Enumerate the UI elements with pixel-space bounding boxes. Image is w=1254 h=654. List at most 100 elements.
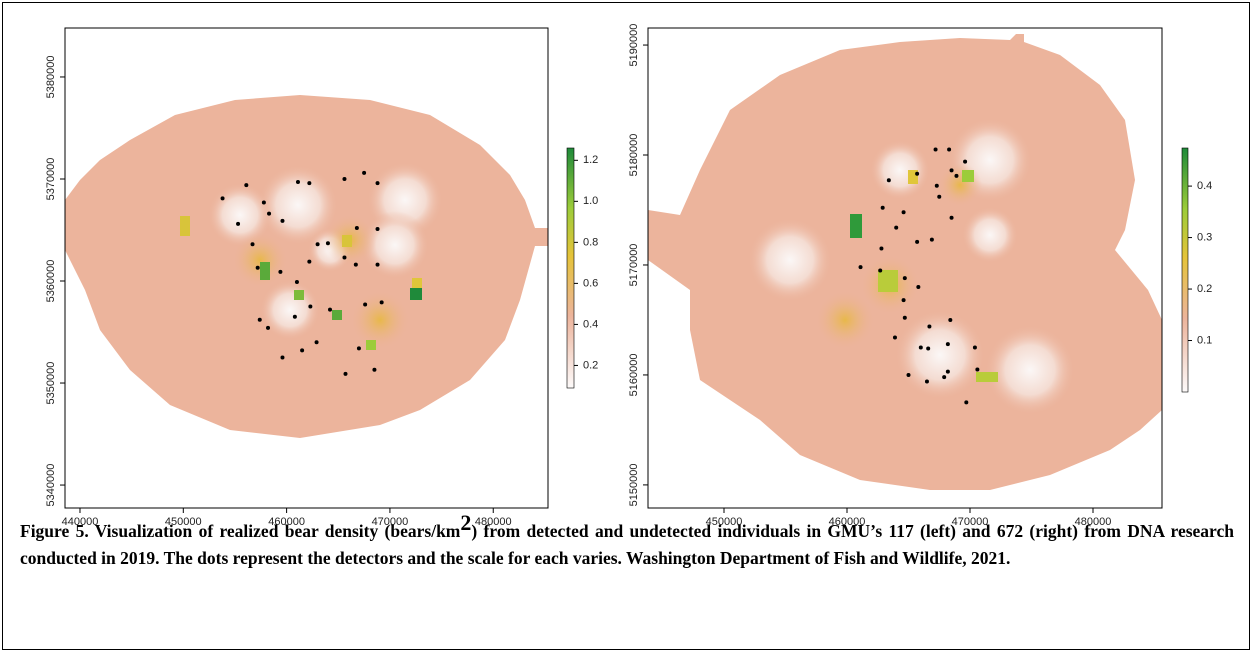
- x-tick-label: 440000: [62, 516, 99, 528]
- detector-point: [236, 221, 241, 226]
- detector-point: [972, 345, 977, 350]
- detector-point: [886, 178, 891, 183]
- x-tick-label: 460000: [268, 516, 305, 528]
- detector-point: [267, 211, 272, 216]
- caption-text: Figure 5. Visualization of realized bear…: [20, 521, 461, 541]
- detector-point: [858, 265, 863, 270]
- detector-point: [902, 276, 907, 281]
- y-tick-label: 5170000: [628, 244, 640, 287]
- detector-point: [292, 314, 297, 319]
- plot-frame: [647, 27, 1163, 509]
- detector-point: [934, 183, 939, 188]
- detector-point: [308, 304, 313, 309]
- detector-point: [342, 176, 347, 181]
- detector-point: [949, 168, 954, 173]
- detector-point: [375, 226, 380, 231]
- detector-point: [894, 225, 899, 230]
- detector-point: [300, 348, 305, 353]
- detector-point: [250, 242, 255, 247]
- colorbar-tick-label: 1.0: [583, 195, 598, 207]
- detector-point: [929, 237, 934, 242]
- colorbar-tick-label: 0.4: [583, 318, 598, 330]
- x-tick-label: 470000: [952, 516, 989, 528]
- colorbar-tick-label: 0.2: [1197, 283, 1212, 295]
- detector-point: [244, 183, 249, 188]
- colorbar-tick-label: 0.3: [1197, 231, 1212, 243]
- detector-point: [375, 262, 380, 267]
- detector-point: [255, 265, 260, 270]
- detector-point: [880, 205, 885, 210]
- detector-point: [343, 371, 348, 376]
- detector-point: [926, 346, 931, 351]
- detector-point: [964, 400, 969, 405]
- colorbar-tick-label: 0.1: [1197, 334, 1212, 346]
- y-tick-label: 5380000: [45, 56, 57, 99]
- y-tick-label: 5150000: [628, 463, 640, 506]
- detector-point: [220, 196, 225, 201]
- y-tick-label: 5350000: [45, 362, 57, 405]
- detector-point: [363, 302, 368, 307]
- detector-point: [307, 259, 312, 264]
- detector-point: [915, 239, 920, 244]
- detector-point: [353, 262, 358, 267]
- detector-point: [266, 325, 271, 330]
- density-surface-left: [65, 95, 548, 438]
- detector-point: [942, 375, 947, 380]
- detector-point: [901, 298, 906, 303]
- colorbar-tick-label: 0.8: [583, 236, 598, 248]
- caption-superscript: 2: [460, 510, 472, 536]
- detector-point: [878, 268, 883, 273]
- detector-point: [879, 246, 884, 251]
- colorbar-tick-label: 1.2: [583, 154, 598, 166]
- detector-point: [294, 280, 299, 285]
- detector-point: [945, 342, 950, 347]
- detector-point: [354, 225, 359, 230]
- detector-point: [362, 170, 367, 175]
- y-tick-label: 5180000: [628, 134, 640, 177]
- detector-point: [916, 284, 921, 289]
- x-tick-label: 480000: [1075, 516, 1112, 528]
- detector-point: [314, 340, 319, 345]
- detector-point: [915, 171, 920, 176]
- x-tick-label: 480000: [475, 516, 512, 528]
- y-tick-label: 5360000: [45, 260, 57, 303]
- y-tick-label: 5370000: [45, 158, 57, 201]
- detector-point: [257, 317, 262, 322]
- colorbar: [1181, 147, 1189, 393]
- detector-point: [328, 307, 333, 312]
- detector-point: [948, 317, 953, 322]
- detector-point: [315, 242, 320, 247]
- detector-point: [949, 215, 954, 220]
- y-tick-label: 5340000: [45, 464, 57, 507]
- detector-point: [278, 269, 283, 274]
- detector-point: [937, 194, 942, 199]
- detector-point: [906, 372, 911, 377]
- plot-frame: [64, 27, 549, 509]
- detector-point: [933, 147, 938, 152]
- detector-point: [945, 369, 950, 374]
- detector-point: [963, 159, 968, 164]
- colorbar-tick-label: 0.6: [583, 277, 598, 289]
- colorbar-tick-label: 0.4: [1197, 180, 1212, 192]
- detector-point: [947, 147, 952, 152]
- detector-point: [325, 241, 330, 246]
- colorbar: [566, 147, 575, 389]
- detector-point: [261, 200, 266, 205]
- x-tick-label: 470000: [372, 516, 409, 528]
- detector-point: [902, 315, 907, 320]
- detector-point: [295, 180, 300, 185]
- detector-point: [954, 173, 959, 178]
- detector-point: [927, 324, 932, 329]
- detector-point: [892, 335, 897, 340]
- detector-point: [280, 218, 285, 223]
- x-tick-label: 450000: [165, 516, 202, 528]
- colorbar-tick-label: 0.2: [583, 359, 598, 371]
- detector-point: [372, 367, 377, 372]
- detector-point: [901, 210, 906, 215]
- y-tick-label: 5160000: [628, 354, 640, 397]
- detector-point: [342, 255, 347, 260]
- detector-point: [375, 181, 380, 186]
